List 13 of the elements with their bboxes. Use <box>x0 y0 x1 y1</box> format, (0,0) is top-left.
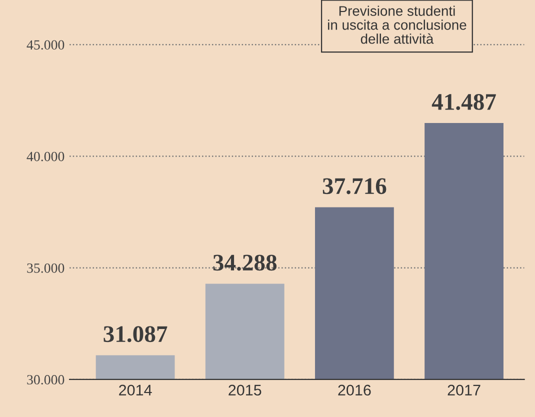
x-tick-label: 2017 <box>448 384 480 396</box>
y-tick-label: 40.000 <box>26 152 64 162</box>
data-label: 34.288 <box>213 254 277 271</box>
data-label: 41.487 <box>432 94 496 110</box>
x-tick-label: 2016 <box>338 384 371 396</box>
y-tick-label: 45.000 <box>26 40 64 50</box>
x-tick-label: 2014 <box>119 384 152 396</box>
y-tick-label: 35.000 <box>27 263 64 273</box>
y-tick-label: 30.000 <box>27 375 64 384</box>
data-label: 37.716 <box>322 178 386 194</box>
annotation: Previsione studenti in uscita a conclusione delle attività <box>328 6 466 44</box>
x-tick-label: 2015 <box>228 384 262 396</box>
data-label: 31.087 <box>104 326 168 342</box>
